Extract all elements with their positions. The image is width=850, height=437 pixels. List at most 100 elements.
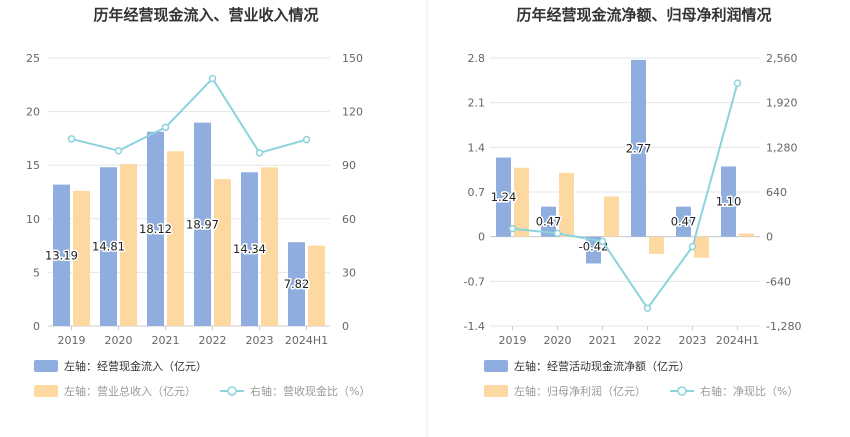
right-axis-tick-label: 0 [342, 320, 349, 333]
bar-secondary [694, 236, 709, 258]
left-axis-tick-label: 25 [26, 52, 40, 65]
left-axis-tick-label: 0 [478, 231, 485, 244]
bar-value-label: 2.77 [626, 141, 652, 155]
left-axis-tick-label: -1.4 [464, 320, 485, 333]
legend-label-secondary-bar[interactable]: 左轴：归母净利润（亿元） [514, 384, 646, 398]
right-axis-tick-label: 1,920 [766, 97, 798, 110]
bar-secondary [261, 167, 278, 326]
x-axis-tick-label: 2022 [634, 334, 662, 347]
bar-value-label: 13.19 [45, 248, 78, 262]
bar-primary [721, 166, 736, 237]
x-axis-tick-label: 2024H1 [716, 334, 759, 347]
legend-label-line[interactable]: 右轴：营收现金比（%） [250, 384, 370, 398]
right-axis-tick-label: 150 [342, 52, 363, 65]
ratio-line-point [553, 229, 562, 238]
bar-primary [541, 206, 556, 237]
bar-primary [241, 172, 258, 326]
bar-primary [100, 167, 117, 326]
bar-secondary [120, 164, 137, 326]
bar-primary [53, 184, 70, 326]
bar-primary [194, 122, 211, 326]
x-axis-tick-label: 2021 [152, 334, 180, 347]
bar-primary [147, 131, 164, 326]
ratio-line [71, 76, 307, 155]
ratio-line-point [598, 237, 607, 246]
bar-secondary [73, 190, 90, 326]
x-axis-tick-label: 2019 [58, 334, 86, 347]
bar-secondary [214, 179, 231, 326]
ratio-line-point [688, 242, 697, 251]
right-axis-tick-label: 1,280 [766, 141, 798, 154]
right-axis-tick-label: 30 [342, 266, 356, 279]
bar-secondary [739, 233, 754, 237]
right-axis-tick-label: 60 [342, 213, 356, 226]
bar-value-label: 14.34 [233, 242, 266, 256]
bar-value-label: 0.47 [671, 215, 697, 229]
right-axis-tick-label: 640 [766, 186, 787, 199]
bar-value-label: 1.24 [491, 190, 517, 204]
ratio-line-point [508, 224, 517, 233]
legend-label-line[interactable]: 右轴：净现比（%） [700, 384, 798, 398]
x-axis-tick-label: 2020 [544, 334, 572, 347]
x-axis-tick-label: 2023 [679, 334, 707, 347]
legend-swatch-primary-bar [484, 360, 508, 372]
right-axis-tick-label: 120 [342, 106, 363, 119]
legend-label-secondary-bar[interactable]: 左轴：营业总收入（亿元） [64, 384, 196, 398]
ratio-line-point [114, 146, 123, 155]
legend-swatch-secondary-bar [34, 385, 58, 397]
legend-swatch-secondary-bar [484, 385, 508, 397]
right-axis-tick-label: 2,560 [766, 52, 798, 65]
x-axis-tick-label: 2020 [105, 334, 133, 347]
ratio-line-point [208, 74, 217, 83]
left-axis-tick-label: 20 [26, 106, 40, 119]
bar-value-label: 14.81 [92, 240, 125, 254]
bar-value-label: 7.82 [284, 277, 310, 291]
bar-value-label: 18.97 [186, 217, 219, 231]
ratio-line-point [161, 123, 170, 132]
legend-swatch-line-marker [227, 386, 237, 396]
x-axis-tick-label: 2021 [589, 334, 617, 347]
left-axis-tick-label: 1.4 [468, 141, 486, 154]
left-axis-tick-label: -0.7 [464, 275, 485, 288]
bar-value-label: 0.47 [536, 215, 562, 229]
ratio-line [512, 82, 739, 311]
legend: 左轴：经营现金流入（亿元） 左轴：营业总收入（亿元） 右轴：营收现金比（%） [34, 359, 370, 398]
left-axis-tick-label: 5 [33, 266, 40, 279]
ratio-line-point [255, 149, 264, 157]
chart-title: 历年经营现金流入、营业收入情况 [93, 6, 318, 24]
x-axis-tick-label: 2022 [199, 334, 227, 347]
bar-secondary [604, 196, 619, 237]
bar-secondary [559, 172, 574, 237]
bar-secondary [514, 167, 529, 237]
left-axis-tick-label: 2.8 [468, 52, 486, 65]
right-axis-tick-label: -1,280 [766, 320, 801, 333]
legend-swatch-primary-bar [34, 360, 58, 372]
right-axis-tick-label: -640 [766, 275, 791, 288]
left-axis-tick-label: 0 [33, 320, 40, 333]
right-axis-tick-label: 0 [766, 231, 773, 244]
bar-primary [288, 242, 305, 326]
x-axis-tick-label: 2023 [246, 334, 274, 347]
chart-title: 历年经营现金流净额、归母净利润情况 [516, 6, 771, 24]
bar-primary [496, 157, 511, 237]
legend-label-primary-bar[interactable]: 左轴：经营现金流入（亿元） [64, 359, 207, 373]
bar-primary [676, 206, 691, 237]
bar-primary [631, 59, 646, 237]
left-axis-tick-label: 10 [26, 213, 40, 226]
bar-secondary [308, 245, 325, 326]
chart-panel-2: 历年经营现金流净额、归母净利润情况 -1.4 -1,280 -0.7 -640 0 0 0.7… [464, 6, 802, 398]
right-axis-tick-label: 90 [342, 159, 356, 172]
ratio-line-point [733, 79, 742, 87]
bar-value-label: 1.10 [716, 195, 742, 209]
chart-panel-1: 历年经营现金流入、营业收入情况 0 0 5 30 10 60 15 90 20 120 25 150 20… [26, 6, 370, 398]
ratio-line-point [643, 304, 652, 313]
bar-value-label: 18.12 [139, 222, 172, 236]
bar-primary [586, 236, 601, 264]
bar-secondary [649, 236, 664, 254]
legend-label-primary-bar[interactable]: 左轴：经营活动现金流净额（亿元） [514, 359, 690, 373]
x-axis-tick-label: 2024H1 [285, 334, 328, 347]
ratio-line-point [302, 135, 311, 144]
left-axis-tick-label: 2.1 [468, 97, 486, 110]
ratio-line-point [67, 135, 76, 143]
